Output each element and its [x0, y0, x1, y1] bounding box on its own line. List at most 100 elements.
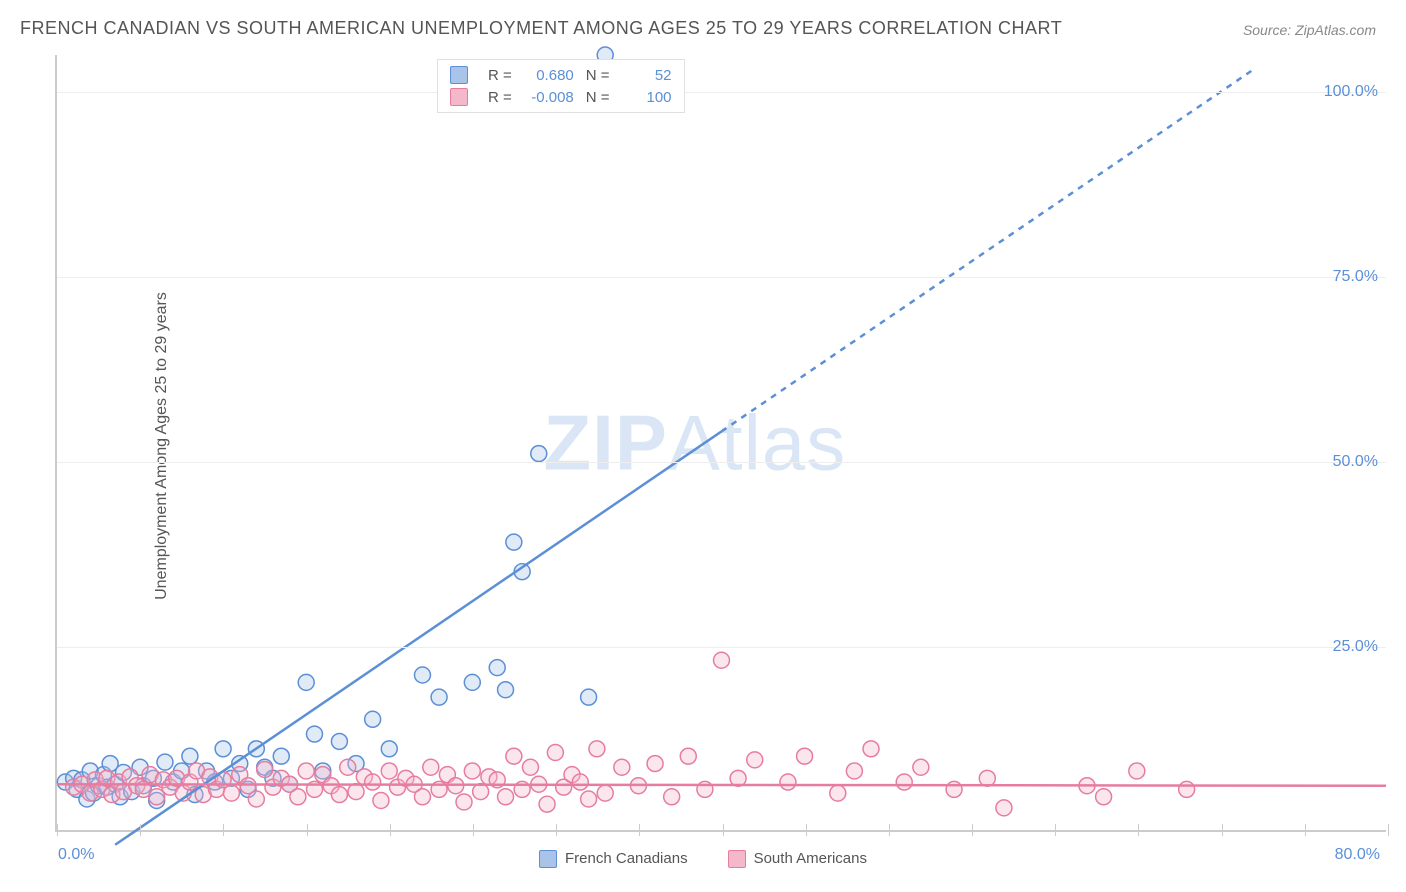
legend-n-value: 100: [618, 89, 672, 106]
legend-r-label: R =: [488, 67, 512, 84]
scatter-point: [423, 759, 439, 775]
trend-line-extrapolated: [722, 70, 1254, 432]
x-tick: [723, 824, 724, 836]
x-tick: [223, 824, 224, 836]
scatter-point: [257, 761, 273, 777]
x-tick: [556, 824, 557, 836]
scatter-point: [597, 785, 613, 801]
legend-item: South Americans: [728, 850, 867, 868]
scatter-point: [747, 752, 763, 768]
scatter-point: [381, 741, 397, 757]
scatter-point: [664, 789, 680, 805]
scatter-point: [273, 748, 289, 764]
scatter-point: [581, 791, 597, 807]
scatter-point: [223, 785, 239, 801]
scatter-point: [307, 726, 323, 742]
x-tick: [1055, 824, 1056, 836]
scatter-point: [464, 674, 480, 690]
scatter-point: [863, 741, 879, 757]
scatter-point: [290, 789, 306, 805]
scatter-point: [365, 774, 381, 790]
scatter-point: [680, 748, 696, 764]
y-tick-label: 100.0%: [1324, 83, 1378, 101]
scatter-point: [1129, 763, 1145, 779]
legend-n-label: N =: [586, 89, 610, 106]
scatter-point: [298, 763, 314, 779]
scatter-point: [348, 784, 364, 800]
x-tick: [1138, 824, 1139, 836]
scatter-point: [157, 754, 173, 770]
scatter-point: [996, 800, 1012, 816]
gridline: [57, 647, 1386, 648]
x-tick: [889, 824, 890, 836]
scatter-point: [531, 446, 547, 462]
scatter-svg: [57, 55, 1386, 830]
scatter-point: [506, 534, 522, 550]
scatter-point: [913, 759, 929, 775]
chart-title: FRENCH CANADIAN VS SOUTH AMERICAN UNEMPL…: [20, 18, 1062, 39]
scatter-point: [215, 741, 231, 757]
scatter-point: [946, 781, 962, 797]
x-tick: [806, 824, 807, 836]
scatter-point: [464, 763, 480, 779]
series-legend: French Canadians South Americans: [539, 850, 867, 868]
scatter-point: [373, 792, 389, 808]
y-tick-label: 25.0%: [1333, 638, 1378, 656]
scatter-point: [522, 759, 538, 775]
x-tick: [1222, 824, 1223, 836]
trend-line: [57, 784, 1386, 785]
scatter-point: [647, 756, 663, 772]
scatter-point: [365, 711, 381, 727]
legend-swatch: [728, 850, 746, 868]
correlation-legend-row: R = 0.680 N = 52: [438, 64, 684, 86]
scatter-point: [473, 784, 489, 800]
gridline: [57, 462, 1386, 463]
scatter-point: [381, 763, 397, 779]
scatter-point: [1179, 781, 1195, 797]
scatter-point: [780, 774, 796, 790]
chart-area: ZIPAtlas R =0.680N =52R =-0.008N =100 25…: [55, 55, 1386, 832]
scatter-point: [979, 770, 995, 786]
legend-label: South Americans: [754, 850, 867, 867]
legend-label: French Canadians: [565, 850, 688, 867]
scatter-point: [431, 689, 447, 705]
scatter-point: [331, 787, 347, 803]
scatter-point: [506, 748, 522, 764]
x-axis-max-label: 80.0%: [1335, 846, 1380, 864]
scatter-point: [581, 689, 597, 705]
x-tick: [140, 824, 141, 836]
scatter-point: [331, 733, 347, 749]
x-tick: [473, 824, 474, 836]
y-tick-label: 50.0%: [1333, 453, 1378, 471]
legend-r-label: R =: [488, 89, 512, 106]
scatter-point: [896, 774, 912, 790]
scatter-point: [830, 785, 846, 801]
legend-r-value: 0.680: [520, 67, 574, 84]
legend-n-value: 52: [618, 67, 672, 84]
legend-swatch: [450, 88, 468, 106]
x-tick: [307, 824, 308, 836]
scatter-point: [298, 674, 314, 690]
scatter-point: [248, 791, 264, 807]
legend-swatch: [539, 850, 557, 868]
scatter-point: [539, 796, 555, 812]
y-tick-label: 75.0%: [1333, 268, 1378, 286]
scatter-point: [589, 741, 605, 757]
scatter-point: [846, 763, 862, 779]
scatter-point: [489, 660, 505, 676]
scatter-point: [614, 759, 630, 775]
scatter-point: [498, 682, 514, 698]
scatter-point: [498, 789, 514, 805]
scatter-point: [572, 774, 588, 790]
gridline: [57, 92, 1386, 93]
scatter-point: [340, 759, 356, 775]
scatter-point: [414, 667, 430, 683]
legend-n-label: N =: [586, 67, 610, 84]
correlation-legend-row: R =-0.008N =100: [438, 86, 684, 108]
x-tick: [1305, 824, 1306, 836]
legend-swatch: [450, 66, 468, 84]
scatter-point: [547, 745, 563, 761]
x-tick: [972, 824, 973, 836]
scatter-point: [1096, 789, 1112, 805]
x-axis-origin-label: 0.0%: [58, 846, 94, 864]
